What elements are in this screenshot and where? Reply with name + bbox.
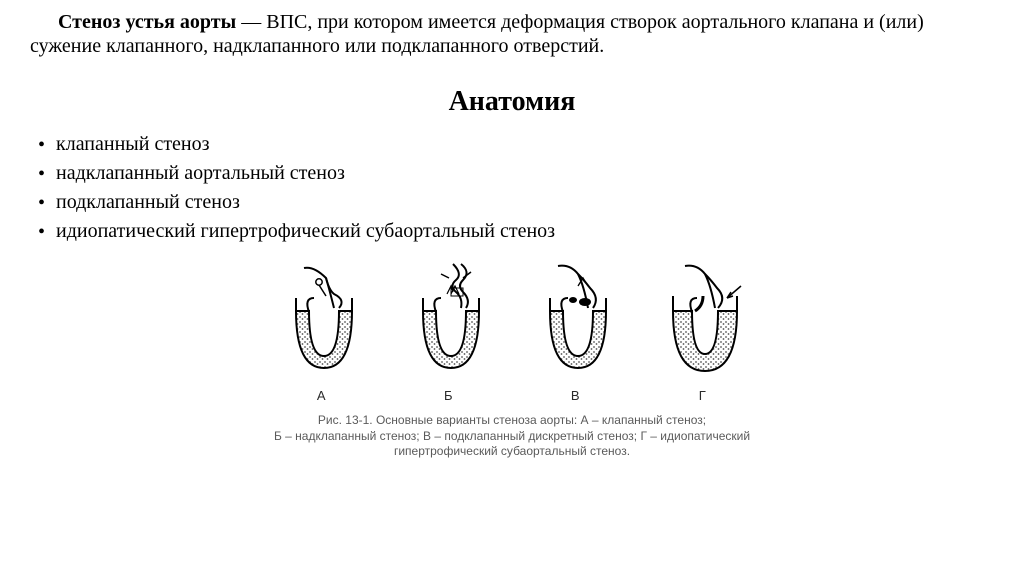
figure-label: Б: [444, 388, 453, 403]
diagram-a-icon: [274, 256, 369, 376]
definition-paragraph: Стеноз устья аорты — ВПС, при котором им…: [30, 10, 994, 58]
caption-line: гипертрофический субаортальный стеноз.: [394, 444, 630, 458]
figure-caption: Рис. 13-1. Основные варианты стеноза аор…: [30, 413, 994, 460]
figure-panel-b: Б: [401, 256, 496, 403]
figure-panel-a: А: [274, 256, 369, 403]
figure-panel-c: В: [528, 256, 623, 403]
heading-anatomy: Анатомия: [30, 86, 994, 118]
figure-label: В: [571, 388, 580, 403]
diagram-b-icon: [401, 256, 496, 376]
figure-label: А: [317, 388, 326, 403]
list-item: надклапанный аортальный стеноз: [44, 159, 994, 188]
caption-line: Рис. 13-1. Основные варианты стеноза аор…: [318, 413, 706, 427]
caption-line: Б – надклапанный стеноз; В – подклапанны…: [274, 429, 750, 443]
definition-term: Стеноз устья аорты: [58, 11, 236, 33]
diagram-c-icon: [528, 256, 623, 376]
figure-area: А: [30, 256, 994, 460]
list-item: клапанный стеноз: [44, 130, 994, 159]
list-item: подклапанный стеноз: [44, 188, 994, 217]
figure-label: Г: [699, 388, 707, 403]
figure-panel-d: Г: [655, 256, 750, 403]
figure-row: А: [274, 256, 750, 403]
anatomy-list: клапанный стеноз надклапанный аортальный…: [30, 130, 994, 246]
list-item: идиопатический гипертрофический субаорта…: [44, 217, 994, 246]
diagram-d-icon: [655, 256, 750, 376]
